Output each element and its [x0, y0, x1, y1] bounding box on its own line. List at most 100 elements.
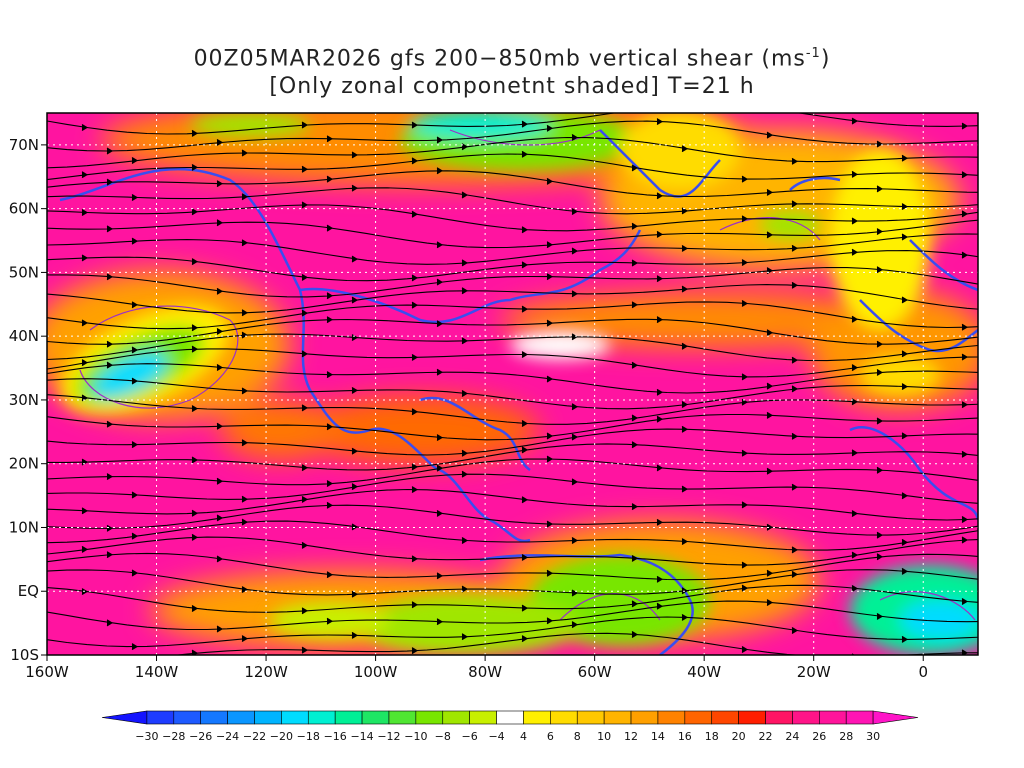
- colorbar-swatch: [819, 710, 847, 725]
- colorbar-swatch: [227, 710, 255, 725]
- streamline-arrow: [791, 200, 799, 208]
- colorbar-swatch: [630, 710, 659, 725]
- streamline-arrow: [851, 364, 859, 372]
- streamline-arrow: [766, 329, 774, 337]
- streamline-arrow: [546, 273, 554, 281]
- streamline-arrow: [326, 571, 334, 579]
- streamline-arrow: [411, 408, 419, 416]
- streamline-arrow: [521, 553, 529, 561]
- streamline-arrow: [521, 420, 529, 428]
- streamline-arrow: [131, 157, 139, 164]
- streamline-arrow: [656, 602, 664, 610]
- streamline-arrow: [326, 501, 334, 509]
- streamline-arrow: [461, 287, 469, 295]
- streamline-arrow: [216, 138, 224, 146]
- streamline: [47, 233, 978, 265]
- streamline-arrow: [81, 545, 89, 553]
- streamline-arrow: [326, 371, 334, 379]
- streamline-arrow: [631, 503, 639, 511]
- streamline-arrow: [521, 120, 529, 128]
- streamline-arrow: [131, 491, 139, 499]
- longitude-label: 60W: [578, 663, 612, 681]
- streamline-arrow: [241, 586, 249, 594]
- streamline-arrow: [901, 432, 909, 440]
- colorbar-label: 22: [759, 730, 773, 743]
- streamline-arrow: [241, 439, 249, 447]
- streamline: [47, 266, 978, 298]
- streamline-arrow: [436, 572, 444, 580]
- streamline-arrow: [851, 449, 859, 457]
- streamline-arrow: [241, 518, 249, 526]
- colorbar-swatch: [550, 710, 578, 725]
- streamline-arrow: [791, 570, 799, 578]
- streamline-arrow: [791, 157, 799, 165]
- streamline-arrow: [301, 404, 309, 412]
- streamline-arrow: [791, 385, 799, 393]
- streamline-arrow: [851, 398, 859, 406]
- colorbar-label: 18: [705, 730, 719, 743]
- streamline-arrow: [961, 536, 969, 544]
- streamline-arrow: [631, 259, 639, 267]
- streamline-arrow: [326, 292, 334, 300]
- streamline-arrow: [791, 432, 799, 440]
- streamline-arrow: [326, 480, 334, 488]
- streamline-arrow: [436, 368, 444, 376]
- streamline-arrow: [876, 368, 884, 376]
- colorbar-label: 6: [547, 730, 554, 743]
- streamline-arrow: [791, 281, 799, 289]
- streamline: [47, 443, 978, 471]
- streamline: [47, 318, 978, 345]
- streamline-arrow: [851, 510, 859, 518]
- streamline-arrow: [656, 275, 664, 283]
- streamline: [47, 284, 978, 314]
- streamline-arrow: [241, 635, 249, 643]
- streamline-arrow: [656, 316, 664, 324]
- latitude-label: 50N: [9, 263, 39, 281]
- streamline-arrow: [521, 635, 529, 643]
- streamline-arrow: [351, 483, 359, 491]
- streamline: [47, 616, 978, 648]
- streamline-arrow: [681, 401, 689, 408]
- streamline-arrow: [961, 171, 969, 179]
- streamline-arrow: [411, 274, 419, 282]
- streamline: [47, 136, 978, 169]
- streamline-arrow: [436, 434, 444, 442]
- streamline-arrow: [191, 163, 199, 171]
- streamline-arrow: [191, 324, 199, 332]
- streamline-arrow: [631, 222, 639, 230]
- streamline-arrow: [631, 554, 639, 562]
- longitude-label: 160W: [25, 663, 69, 681]
- streamline-arrow: [106, 340, 114, 348]
- streamline: [47, 250, 978, 282]
- streamline-arrow: [411, 121, 419, 129]
- streamline-arrow: [191, 649, 199, 655]
- streamline-arrow: [876, 417, 884, 425]
- streamline-arrow: [656, 518, 664, 526]
- streamline-arrow: [436, 509, 444, 517]
- streamline: [47, 473, 978, 504]
- streamline-arrow: [571, 403, 579, 411]
- streamline-arrow: [411, 555, 419, 563]
- wind-shear-streamlines: [47, 113, 978, 655]
- streamline-arrow: [81, 319, 89, 327]
- streamline-arrow: [681, 425, 689, 433]
- streamline-arrow: [741, 561, 749, 569]
- streamline-arrow: [351, 523, 359, 531]
- streamline: [47, 569, 978, 596]
- streamline-arrow: [216, 180, 224, 188]
- streamline-arrow: [131, 194, 139, 201]
- streamline-arrow: [546, 124, 554, 132]
- colorbar-swatch: [684, 710, 713, 725]
- streamline-arrow: [351, 590, 359, 598]
- streamline-arrow: [901, 538, 909, 546]
- streamline-arrow: [681, 613, 689, 621]
- colorbar-swatch: [576, 710, 605, 725]
- streamline-arrow: [411, 647, 419, 655]
- streamline-arrow: [216, 287, 224, 295]
- streamline-arrow: [571, 537, 579, 544]
- streamline-arrow: [656, 388, 664, 396]
- latitude-label: 10S: [10, 646, 39, 664]
- streamline-arrow: [571, 478, 579, 486]
- streamline-arrow: [631, 441, 639, 449]
- streamline-arrow: [81, 359, 89, 367]
